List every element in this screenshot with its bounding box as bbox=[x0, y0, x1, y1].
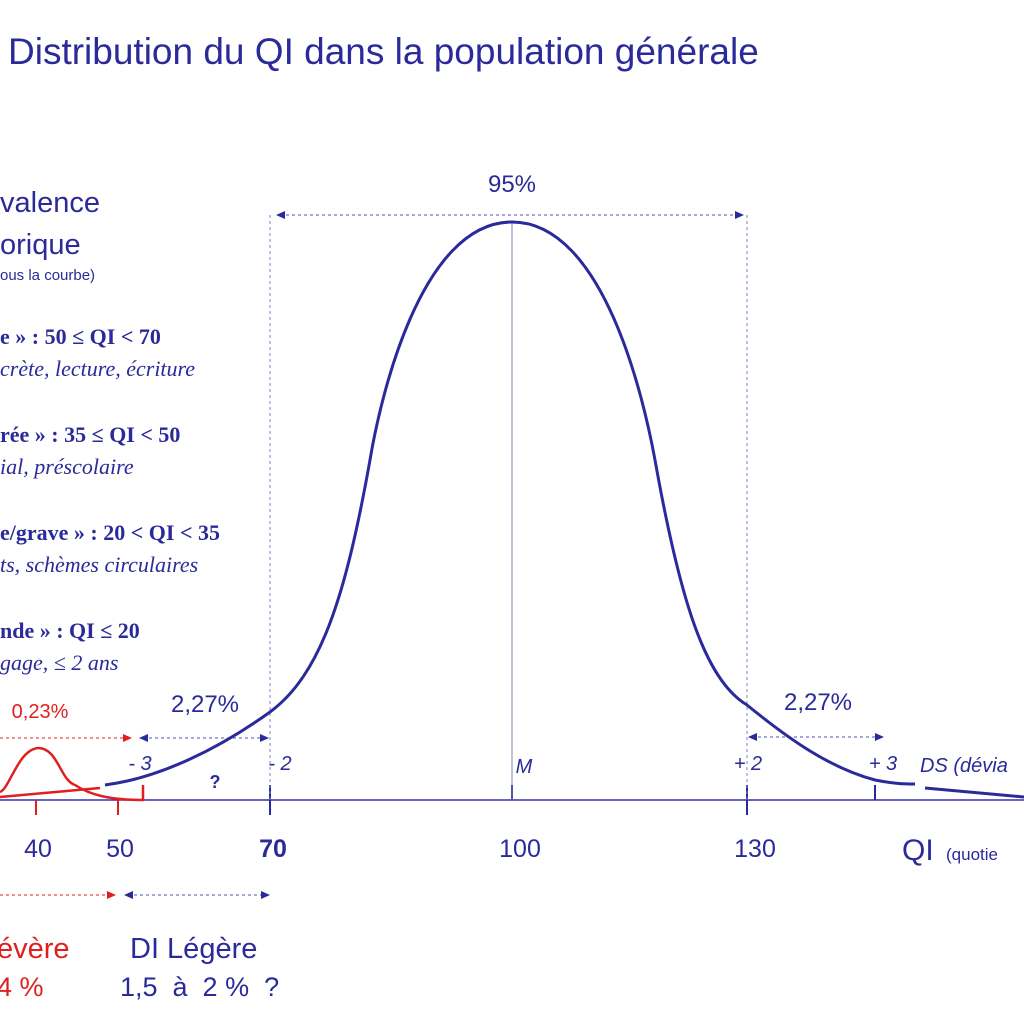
legend-range: e/grave » : 20 < QI < 35 bbox=[0, 520, 220, 545]
x-tick-labels: 40 50 70 100 130 bbox=[24, 835, 776, 863]
pct-right-tail: 2,27% bbox=[784, 689, 852, 716]
question-mark: ? bbox=[210, 772, 221, 792]
x-axis-label-note: (quotie bbox=[946, 845, 998, 864]
severe-baseline bbox=[0, 786, 101, 799]
legend: valence orique ous la courbe) e » : 50 ≤… bbox=[0, 187, 220, 675]
sd-labels: - 3 - 2 M + 2 + 3 DS (dévia bbox=[128, 753, 1007, 778]
severe-label: évère bbox=[0, 933, 70, 965]
page-title: Distribution du QI dans la population gé… bbox=[8, 31, 759, 72]
legend-note: ous la courbe) bbox=[0, 267, 95, 284]
sd-label: + 2 bbox=[734, 753, 762, 775]
legend-desc: ts, schèmes circulaires bbox=[0, 552, 198, 577]
sd-label: - 3 bbox=[128, 753, 151, 775]
normal-curve-tail bbox=[924, 786, 1024, 799]
x-tick-label: 130 bbox=[734, 835, 776, 863]
x-tick-label: 40 bbox=[24, 835, 52, 863]
legend-range: nde » : QI ≤ 20 bbox=[0, 618, 140, 643]
pct-95: 95% bbox=[488, 171, 536, 198]
sd-label: + 3 bbox=[869, 753, 897, 775]
x-tick-label: 100 bbox=[499, 835, 541, 863]
light-value: 1,5 à 2 % ? bbox=[120, 972, 279, 1002]
x-tick-label: 70 bbox=[259, 835, 287, 863]
sd-axis-label: DS (dévia bbox=[920, 755, 1008, 777]
normal-curve bbox=[104, 220, 916, 787]
pct-severe: 0,23% bbox=[12, 701, 69, 723]
legend-heading-1: valence bbox=[0, 187, 100, 219]
x-axis-label: QI bbox=[902, 834, 934, 867]
sd-label: M bbox=[516, 756, 533, 778]
pct-left-tail: 2,27% bbox=[171, 691, 239, 718]
light-label: DI Légère bbox=[130, 933, 257, 965]
x-tick-label: 50 bbox=[106, 835, 134, 863]
legend-desc: ial, préscolaire bbox=[0, 454, 134, 479]
red-ticks bbox=[35, 800, 119, 815]
legend-desc: gage, ≤ 2 ans bbox=[0, 650, 118, 675]
legend-heading-2: orique bbox=[0, 229, 81, 261]
legend-desc: crète, lecture, écriture bbox=[0, 356, 195, 381]
sd-label: - 2 bbox=[268, 753, 291, 775]
legend-range: e » : 50 ≤ QI < 70 bbox=[0, 324, 161, 349]
severe-value: 4 % bbox=[0, 972, 44, 1002]
legend-range: rée » : 35 ≤ QI < 50 bbox=[0, 422, 180, 447]
severe-curve bbox=[0, 746, 145, 802]
